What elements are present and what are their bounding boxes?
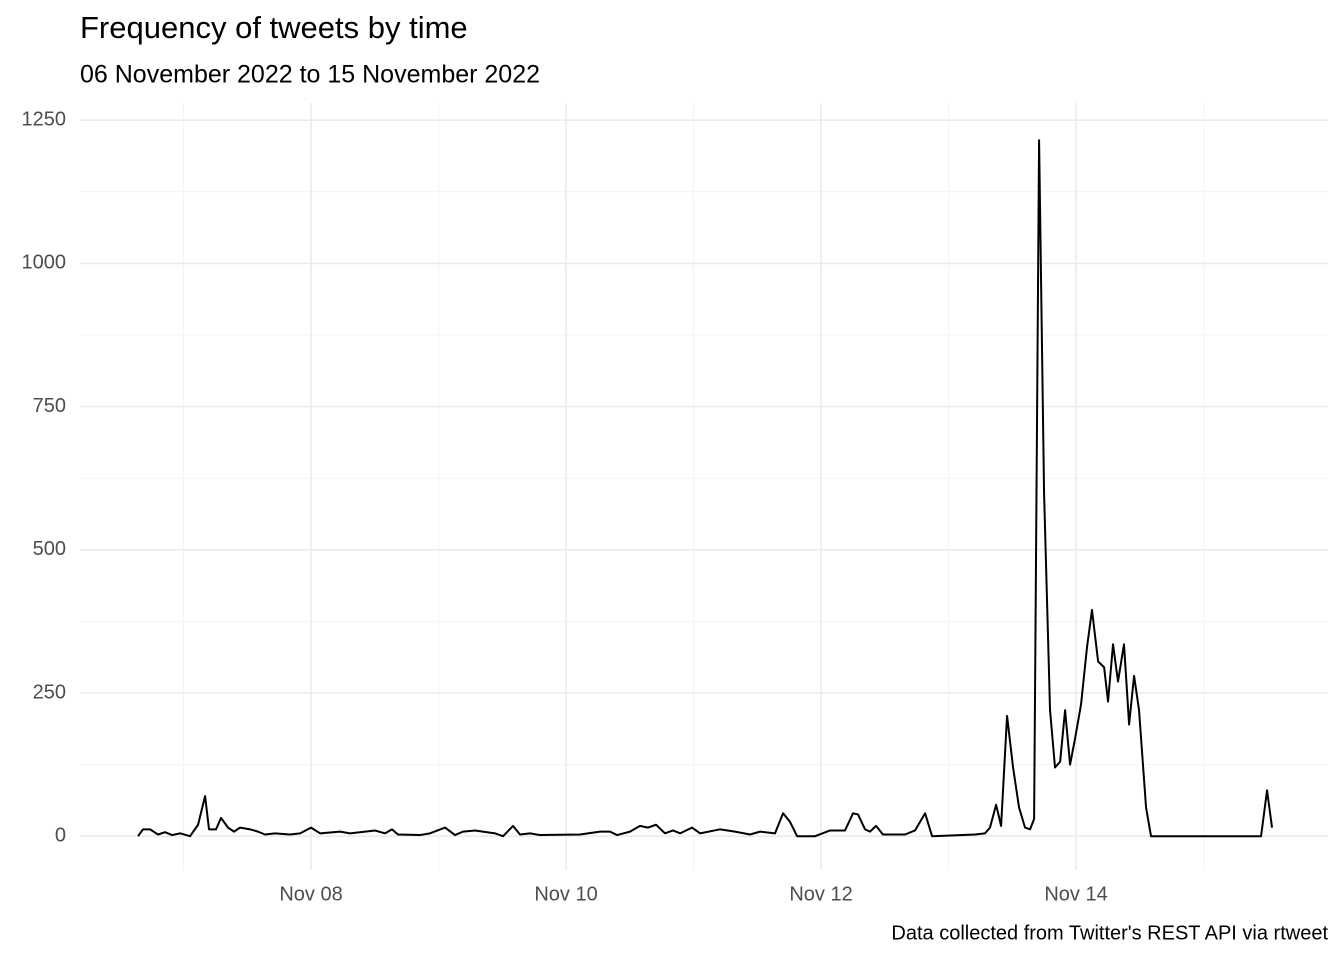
y-tick-label: 0 bbox=[55, 824, 66, 846]
plot bbox=[137, 139, 1274, 838]
caption: Data collected from Twitter's REST API v… bbox=[891, 922, 1328, 944]
x-tick-label: Nov 12 bbox=[789, 883, 852, 905]
data-line bbox=[137, 139, 1274, 838]
y-tick-label: 750 bbox=[33, 395, 66, 417]
x-tick-label: Nov 10 bbox=[534, 883, 597, 905]
y-tick-label: 250 bbox=[33, 681, 66, 703]
x-tick-label: Nov 08 bbox=[279, 883, 342, 905]
y-tick-label: 500 bbox=[33, 538, 66, 560]
chart-subtitle: 06 November 2022 to 15 November 2022 bbox=[80, 61, 540, 89]
chart-title: Frequency of tweets by time bbox=[80, 10, 468, 45]
y-tick-label: 1250 bbox=[22, 108, 67, 130]
y-tick-label: 1000 bbox=[22, 252, 67, 274]
grid: 0 250 500 750 1000 1250 Nov 08 Nov 10 Nov 12 Nov … bbox=[22, 103, 1328, 905]
x-tick-label: Nov 14 bbox=[1044, 883, 1107, 905]
